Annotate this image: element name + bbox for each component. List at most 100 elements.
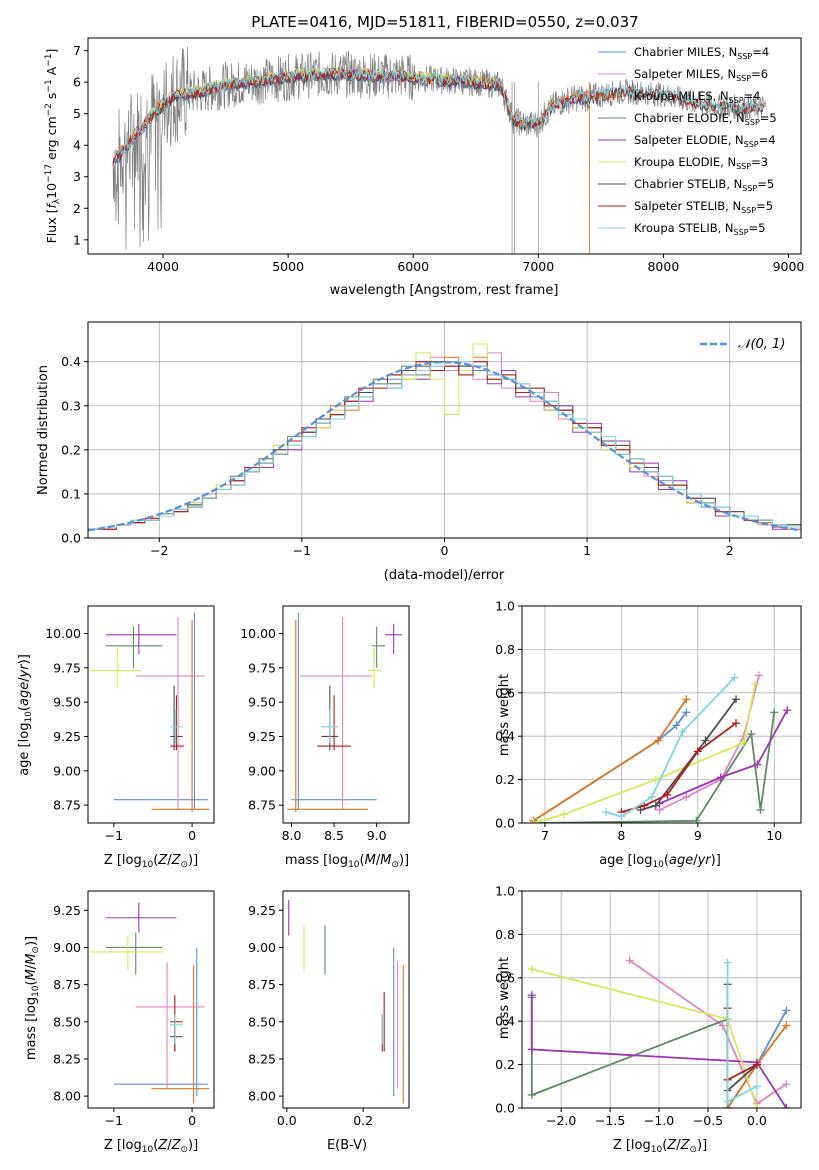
- x-tick-label: 8.5: [324, 828, 344, 843]
- y-tick-label: 8.00: [53, 1089, 81, 1104]
- p6-ylabel: mass [log10(M/M⊙)]: [24, 936, 41, 1060]
- x-tick-label: −1.0: [644, 1113, 674, 1128]
- x-tick-label: 8000: [647, 259, 679, 274]
- x-tick-label: −0.5: [693, 1113, 723, 1128]
- ticks: 7 8 9 10 0.0 0.2 0.4 0.6 0.8 1.0: [495, 599, 801, 843]
- plus-marker: [739, 738, 748, 747]
- x-tick-label: −1: [293, 543, 311, 558]
- axes-frame: [87, 890, 215, 1109]
- legend-subscript: SSP: [741, 206, 756, 215]
- plus-marker: [617, 812, 626, 821]
- plus-marker: [672, 721, 681, 730]
- plus-marker: [692, 816, 701, 823]
- x-tick-label: 9000: [773, 259, 805, 274]
- plus-marker: [682, 792, 691, 801]
- ticks: 0.0 0.2 8.00 8.25 8.50 8.75 9.00 9.25: [248, 903, 373, 1128]
- x-tick-label: 0.2: [353, 1113, 373, 1128]
- age-vs-metallicity-panel: −1 0 8.75 9.00 9.25 9.50 9.75 10.00: [45, 605, 215, 843]
- y-tick-label: 8.75: [53, 798, 81, 813]
- x-tick-label: 4000: [147, 259, 179, 274]
- x-tick-label: −1: [105, 1113, 123, 1128]
- plus-marker: [718, 1021, 727, 1030]
- legend-label: Kroupa MILES, NSSP=4: [634, 89, 760, 105]
- y-tick-label: 9.50: [53, 695, 81, 710]
- y-tick-label: 2: [73, 201, 81, 216]
- series-line: [605, 676, 736, 818]
- y-tick-label: 0.2: [495, 1057, 515, 1072]
- x-tick-label: 7: [541, 828, 549, 843]
- y-tick-label: 8.50: [248, 1014, 276, 1029]
- legend-subscript: SSP: [737, 52, 752, 61]
- model-spectrum-line: [112, 68, 764, 166]
- plot-layer: [90, 612, 210, 813]
- legend-subscript: SSP: [745, 118, 760, 127]
- histogram-xlabel: (data-model)/error: [384, 568, 505, 583]
- legend-label: Chabrier MILES, NSSP=4: [634, 45, 769, 61]
- y-tick-label: 0.2: [495, 772, 515, 787]
- plus-marker: [756, 805, 765, 814]
- y-tick-label: 9.00: [248, 763, 276, 778]
- y-tick-label: 8.50: [53, 1014, 81, 1029]
- legend-suffix: =5: [757, 177, 774, 191]
- y-tick-label: 0.8: [495, 642, 515, 657]
- axes-frame: [282, 605, 410, 824]
- plus-marker: [752, 1082, 761, 1091]
- legend-label: Chabrier STELIB, NSSP=5: [634, 177, 774, 193]
- y-tick-label: 4: [73, 138, 81, 153]
- p5-xlabel: age [log10(age/yr)]: [599, 853, 721, 870]
- y-tick-label: 8.25: [248, 1051, 276, 1066]
- observed-spectrum-line: [112, 46, 767, 250]
- y-tick-label: 1.0: [495, 599, 515, 614]
- axes-frame: [521, 890, 802, 1109]
- y-tick-label: 9.25: [53, 729, 81, 744]
- y-tick-label: 0.4: [61, 354, 81, 369]
- x-tick-label: 0: [188, 828, 196, 843]
- legend-label: Chabrier ELODIE, NSSP=5: [634, 111, 777, 127]
- y-tick-label: 9.75: [53, 660, 81, 675]
- plus-marker: [640, 801, 649, 810]
- y-tick-label: 9.00: [248, 940, 276, 955]
- y-tick-label: 10.00: [240, 626, 276, 641]
- spectrum-axes-frame: [87, 37, 802, 255]
- plot-layer: [527, 956, 791, 1108]
- x-tick-label: 0: [441, 543, 449, 558]
- plus-marker: [693, 747, 702, 756]
- plus-marker: [716, 773, 725, 782]
- series-line: [640, 698, 737, 811]
- plus-marker: [651, 775, 660, 784]
- legend-subscript: SSP: [736, 74, 751, 83]
- legend-label: Kroupa ELODIE, NSSP=3: [634, 155, 768, 171]
- y-tick-label: 9.75: [248, 660, 276, 675]
- plus-marker: [701, 736, 710, 745]
- mass-weight-vs-age-panel: 7 8 9 10 0.0 0.2 0.4 0.6 0.8 1.0: [495, 599, 802, 843]
- x-tick-label: −2: [150, 543, 168, 558]
- x-tick-label: 8.0: [282, 828, 302, 843]
- ticks: 8.0 8.5 9.0 8.75 9.00 9.25 9.50 9.75 10.00: [240, 626, 386, 843]
- y-tick-label: 5: [73, 106, 81, 121]
- series-line: [531, 968, 758, 1108]
- y-tick-label: 9.25: [248, 903, 276, 918]
- y-tick-label: 0.0: [61, 531, 81, 546]
- plus-marker: [723, 958, 732, 967]
- plot-layer: [112, 46, 767, 254]
- plus-marker: [663, 790, 672, 799]
- ticks: −1 0 8.00 8.25 8.50 8.75 9.00 9.25: [53, 903, 196, 1128]
- plot-layer: [90, 902, 210, 1104]
- histogram-plot-area: [87, 322, 802, 539]
- plus-marker: [723, 1097, 732, 1106]
- legend-label: Salpeter MILES, NSSP=6: [634, 67, 768, 83]
- x-tick-label: 1: [583, 543, 591, 558]
- x-tick-label: 9.0: [367, 828, 387, 843]
- x-tick-label: 6000: [397, 259, 429, 274]
- plus-marker: [782, 1104, 791, 1108]
- series-line: [726, 984, 758, 1093]
- spectrum-ylabel: Flux [fλ10−17 erg cm−2 s−1 A−1]: [44, 49, 62, 244]
- legend-subscript: SSP: [744, 140, 759, 149]
- legend-label: Kroupa STELIB, NSSP=5: [634, 221, 765, 237]
- plus-marker: [527, 991, 536, 1000]
- x-tick-label: 0: [188, 1113, 196, 1128]
- y-tick-label: 0.6: [495, 685, 515, 700]
- histogram-step: [87, 361, 802, 538]
- axes-frame: [282, 890, 410, 1109]
